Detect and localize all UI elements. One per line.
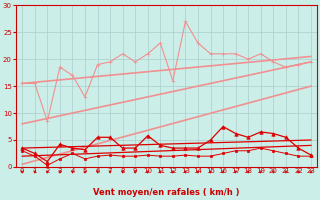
X-axis label: Vent moyen/en rafales ( km/h ): Vent moyen/en rafales ( km/h )	[93, 188, 240, 197]
